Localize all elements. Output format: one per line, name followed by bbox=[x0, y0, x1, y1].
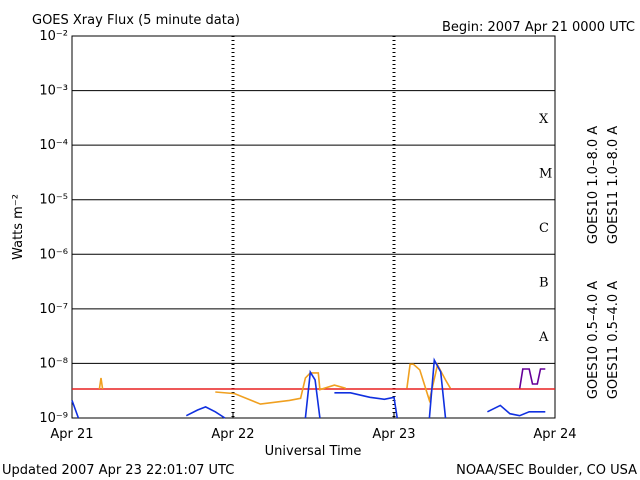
x-tick-label: Apr 24 bbox=[533, 427, 576, 442]
y-tick-label: 10⁻⁵ bbox=[39, 193, 68, 208]
flare-class-label: M bbox=[539, 166, 552, 181]
flare-class-label: C bbox=[539, 221, 549, 236]
legend-entry: GOES10 1.0–8.0 A bbox=[586, 126, 601, 244]
legend-entry: GOES11 1.0–8.0 A bbox=[606, 126, 621, 244]
x-tick-label: Apr 21 bbox=[50, 427, 93, 442]
footer-right: NOAA/SEC Boulder, CO USA bbox=[456, 463, 637, 478]
chart-title: GOES Xray Flux (5 minute data) bbox=[32, 13, 240, 28]
flare-class-label: X bbox=[539, 112, 549, 127]
y-tick-label: 10⁻² bbox=[39, 29, 68, 44]
chart-subtitle: Begin: 2007 Apr 21 0000 UTC bbox=[442, 20, 635, 35]
y-tick-label: 10⁻⁹ bbox=[39, 411, 68, 426]
flare-class-label: A bbox=[538, 330, 549, 345]
x-tick-label: Apr 23 bbox=[372, 427, 415, 442]
y-axis-label: Watts m⁻² bbox=[11, 194, 26, 260]
series-line bbox=[518, 368, 546, 390]
y-tick-label: 10⁻³ bbox=[39, 84, 68, 99]
y-tick-label: 10⁻⁸ bbox=[39, 356, 68, 371]
x-axis-label: Universal Time bbox=[265, 444, 362, 459]
series-line bbox=[98, 362, 452, 405]
legend-entry: GOES10 0.5–4.0 A bbox=[586, 281, 601, 399]
legend-entry: GOES11 0.5–4.0 A bbox=[606, 281, 621, 399]
x-tick-label: Apr 22 bbox=[211, 427, 254, 442]
footer-left: Updated 2007 Apr 23 22:01:07 UTC bbox=[2, 463, 234, 478]
y-tick-label: 10⁻⁴ bbox=[39, 138, 68, 153]
y-tick-label: 10⁻⁷ bbox=[39, 302, 68, 317]
flare-class-label: B bbox=[539, 276, 549, 291]
y-tick-label: 10⁻⁶ bbox=[39, 247, 68, 262]
series-line bbox=[71, 357, 546, 419]
plot-frame bbox=[71, 35, 556, 419]
